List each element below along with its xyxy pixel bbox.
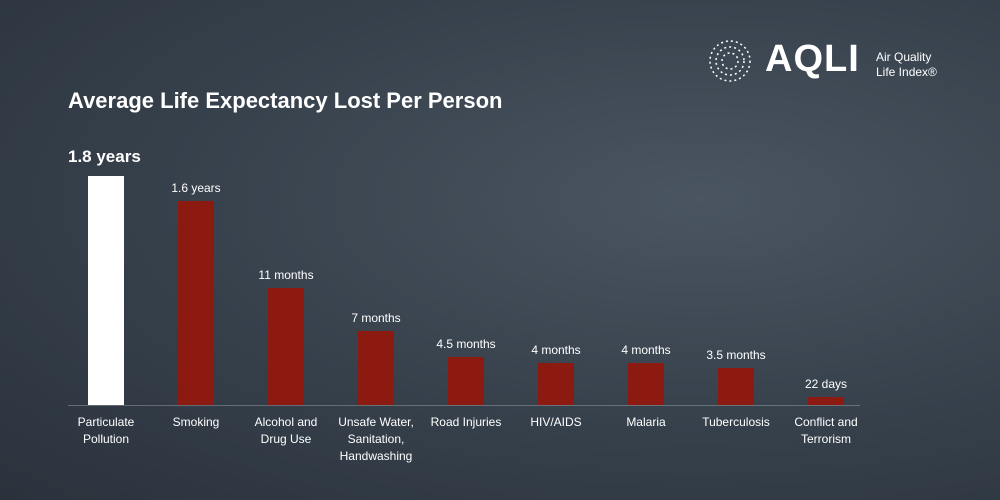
logo-text: Air Quality: [876, 50, 932, 64]
value-label: 4.5 months: [436, 337, 496, 352]
x-tick-label: Conflict and Terrorism: [794, 415, 858, 446]
logo-name: AQLI: [765, 38, 860, 80]
bar: [538, 362, 574, 405]
value-label: 1.6 years: [171, 181, 221, 196]
value-label: 1.8 years: [68, 147, 141, 166]
value-label: 3.5 months: [706, 347, 766, 362]
value-label: 11 months: [258, 268, 314, 283]
bar: [178, 201, 214, 405]
x-tick-label: Particulate Pollution: [77, 415, 135, 446]
bar: [268, 288, 304, 405]
bar: [628, 362, 664, 405]
logo-text: Life Index®: [876, 65, 937, 79]
value-label: 4 months: [531, 342, 581, 357]
bar: [358, 330, 394, 405]
x-tick-label: Alcohol and Drug Use: [254, 415, 318, 446]
bar: [448, 357, 484, 405]
x-tick-label: Road Injuries: [430, 415, 502, 429]
baseline: [68, 405, 860, 406]
bar: [718, 367, 754, 405]
value-label: 7 months: [351, 310, 401, 325]
logo-icon: [709, 40, 751, 82]
bar: [88, 176, 124, 405]
x-tick-label: Tuberculosis: [702, 415, 770, 429]
x-tick-label: Smoking: [172, 415, 220, 429]
value-label: 4 months: [621, 342, 671, 357]
x-tick-label: Malaria: [626, 415, 666, 429]
bar: [808, 397, 844, 405]
x-tick-label: HIV/AIDS: [530, 415, 582, 429]
chart-title: Average Life Expectancy Lost Per Person: [68, 88, 503, 113]
value-label: 22 days: [804, 377, 848, 392]
x-tick-label: Unsafe Water, Sanitation, Handwashing: [338, 415, 414, 463]
